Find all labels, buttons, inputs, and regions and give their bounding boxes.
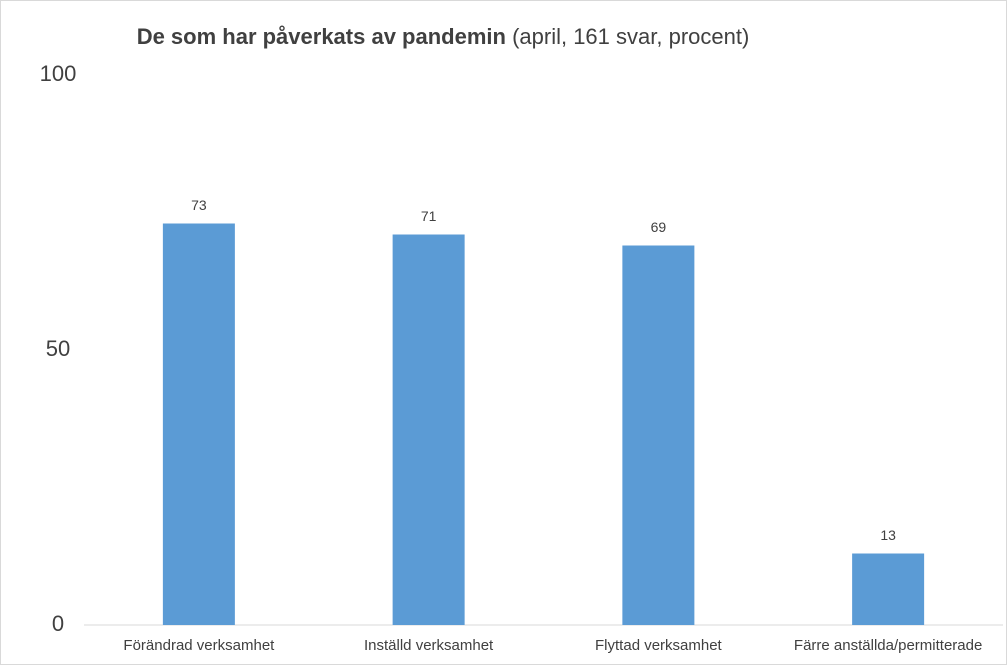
value-label: 71 (421, 208, 437, 224)
x-tick-label: Förändrad verksamhet (123, 637, 275, 654)
y-tick-label: 0 (52, 611, 64, 636)
chart-heading: De som har påverkats av pandemin (april,… (137, 24, 750, 49)
value-label: 69 (651, 219, 667, 235)
value-label: 13 (880, 527, 896, 543)
y-tick-label: 50 (46, 336, 70, 361)
x-tick-label: Inställd verksamhet (364, 637, 494, 654)
value-label: 73 (191, 197, 207, 213)
x-tick-label: Färre anställda/permitterade (794, 637, 982, 654)
y-tick-label: 100 (40, 61, 77, 86)
x-tick-label: Flyttad verksamhet (595, 637, 723, 654)
chart-subtitle: (april, 161 svar, procent) (512, 24, 749, 49)
bar (162, 223, 235, 625)
chart-title: De som har påverkats av pandemin (137, 24, 506, 49)
bar (392, 234, 465, 625)
bar (622, 245, 695, 625)
bar (852, 553, 925, 625)
